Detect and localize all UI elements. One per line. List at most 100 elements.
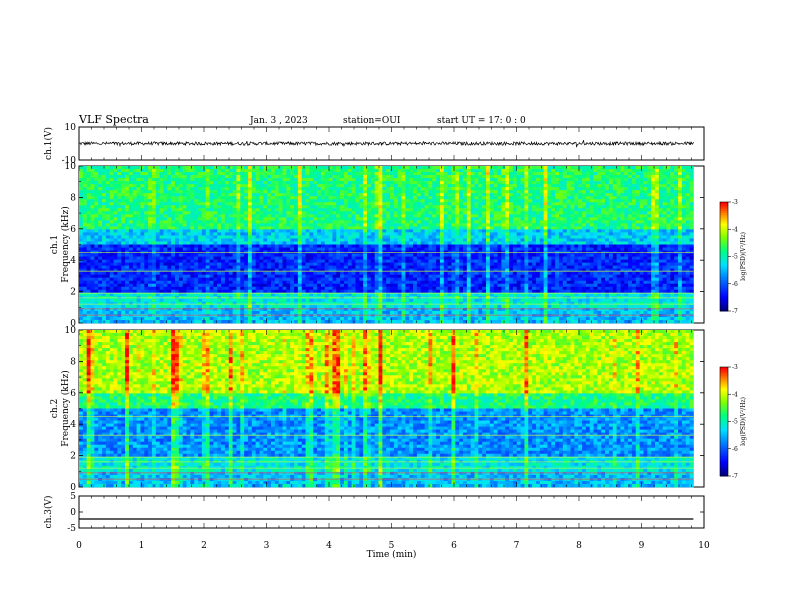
spectrogram-cell [378, 247, 383, 251]
spectrogram-cell [393, 244, 399, 248]
spectrogram-cell [278, 211, 283, 215]
spectrogram-cell [390, 235, 395, 239]
spectrogram-cell [582, 202, 587, 206]
spectrogram-cell [159, 214, 164, 218]
spectrogram-cell [658, 223, 664, 227]
spectrogram-cell [167, 208, 172, 212]
spectrogram-cell [589, 172, 594, 176]
spectrogram-cell [317, 211, 322, 215]
spectrogram-cell [370, 241, 376, 245]
spectrogram-cell [420, 208, 425, 212]
spectrogram-cell [413, 199, 418, 203]
spectrogram-cell [221, 199, 226, 203]
spectrogram-cell [605, 214, 610, 218]
spectrogram-cell [324, 169, 329, 173]
spectrogram-cell [478, 166, 483, 170]
spectrogram-cell [274, 169, 280, 173]
spectrogram-cell [267, 187, 272, 191]
spectrogram-cell [340, 226, 345, 230]
spectrogram-cell [558, 217, 564, 221]
spectrogram-cell [624, 223, 629, 227]
spectrogram-cell [401, 205, 406, 209]
spectrogram-cell [228, 199, 233, 203]
spectrogram-cell [366, 199, 372, 203]
spectrogram-cell [478, 256, 483, 260]
spectrogram-cell [689, 169, 694, 173]
spectrogram-cell [562, 211, 568, 215]
spectrogram-cell [681, 217, 687, 221]
spectrogram-cell [516, 241, 521, 245]
spectrogram-cell [251, 229, 257, 233]
spectrogram-cell [79, 253, 84, 257]
spectrogram-cell [286, 196, 291, 200]
spectrogram-cell [270, 256, 276, 260]
spectrogram-cell [593, 253, 598, 257]
spectrogram-cell [432, 244, 437, 248]
spectrogram-cell [593, 205, 598, 209]
spectrogram-cell [505, 244, 510, 248]
spectrogram-cell [608, 205, 614, 209]
spectrogram-cell [182, 175, 187, 179]
spectrogram-cell [98, 208, 103, 212]
spectrogram-cell [247, 220, 253, 224]
spectrogram-cell [198, 187, 203, 191]
spectrogram-cell [290, 175, 295, 179]
spectrogram-cell [294, 241, 299, 245]
spectrogram-cell [451, 202, 456, 206]
spectrogram-cell [432, 235, 437, 239]
spectrogram-cell [232, 178, 237, 182]
spectrogram-cell [432, 169, 437, 173]
spectrogram-cell [409, 169, 414, 173]
spectrogram-cell [378, 196, 383, 200]
spectrogram-cell [612, 172, 617, 176]
spectrogram-cell [90, 217, 95, 221]
spectrogram-cell [462, 217, 468, 221]
spectrogram-cell [397, 187, 402, 191]
spectrogram-cell [474, 253, 479, 257]
spectrogram-cell [639, 196, 644, 200]
spectrogram-cell [612, 226, 617, 230]
spectrogram-cell [520, 169, 525, 173]
spectrogram-cell [175, 166, 180, 170]
spectrogram-cell [205, 175, 210, 179]
spectrogram-cell [79, 232, 84, 236]
spectrogram-cell [278, 184, 283, 188]
spectrogram-cell [601, 220, 606, 224]
spectrogram-cell [113, 196, 118, 200]
spectrogram-cell [328, 205, 333, 209]
spectrogram-cell [424, 247, 429, 251]
spectrogram-cell [309, 232, 314, 236]
spectrogram-cell [532, 172, 537, 176]
spectrogram-cell [121, 199, 126, 203]
spectrogram-cell [566, 220, 571, 224]
spectrogram-cell [428, 256, 433, 260]
spectrogram-cell [340, 199, 345, 203]
spectrogram-cell [455, 181, 460, 185]
spectrogram-cell [628, 184, 633, 188]
spectrogram-cell [516, 208, 521, 212]
spectrogram-cell [317, 199, 322, 203]
spectrogram-cell [278, 202, 283, 206]
spectrogram-cell [578, 238, 583, 242]
spectrogram-cell [628, 226, 633, 230]
spectrogram-cell [443, 241, 449, 245]
spectrogram-cell [305, 241, 310, 245]
spectrogram-cell [501, 247, 506, 251]
spectrogram-cell [516, 217, 521, 221]
spectrogram-cell [512, 214, 518, 218]
spectrogram-cell [420, 193, 425, 197]
spectrogram-cell [255, 217, 260, 221]
spectrogram-cell [148, 238, 153, 242]
spectrogram-cell [159, 187, 164, 191]
spectrogram-cell [255, 190, 260, 194]
spectrogram-cell [332, 211, 337, 215]
spectrogram-cell [140, 166, 145, 170]
spectrogram-cell [651, 217, 656, 221]
spectrogram-cell [332, 226, 337, 230]
spectrogram-cell [324, 199, 329, 203]
spectrogram-cell [574, 235, 579, 239]
spectrogram-cell [462, 256, 468, 260]
spectrogram-cell [439, 232, 445, 236]
spectrogram-cell [370, 220, 376, 224]
spectrogram-cell [301, 253, 306, 257]
